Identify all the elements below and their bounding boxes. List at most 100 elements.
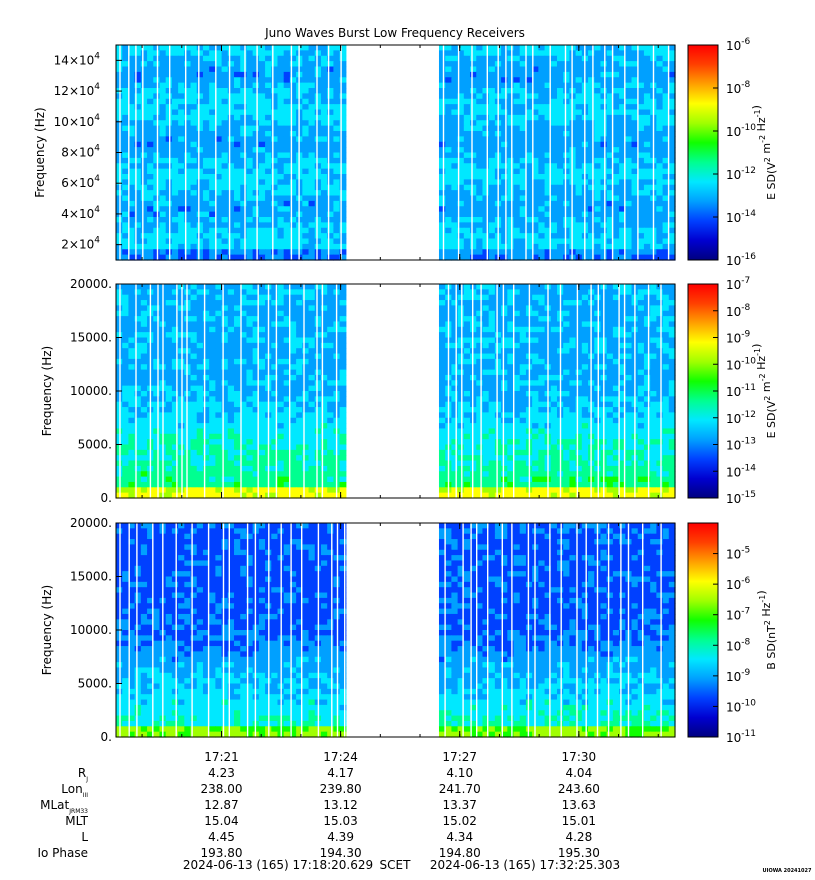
- colorbar-tick-label: 10-10: [726, 123, 756, 139]
- colorbar-tick-label: 10-7: [726, 607, 750, 623]
- chart-title: Juno Waves Burst Low Frequency Receivers: [264, 26, 525, 40]
- y-tick-label: 5000.: [78, 438, 112, 452]
- spectrogram-panel-2: 0. 5000. 10000. 15000. 20000. Frequency (Hz) 1…: [40, 276, 778, 506]
- colorbar-gradient: [687, 44, 719, 261]
- colorbar-tick-label: 10-10: [726, 698, 756, 714]
- ephemeris-label: MLatJRM33: [40, 798, 88, 815]
- ephemeris-value: 13.63: [562, 798, 596, 812]
- colorbar-tick-label: 10-8: [726, 303, 751, 319]
- y-axis-label: Frequency (Hz): [40, 585, 54, 676]
- colorbar-tick-label: 10-13: [726, 437, 756, 453]
- spectrogram-panel-1: 2×104 4×104 6×104 8×104 10×104 12×104 14×104 Fr…: [33, 37, 778, 268]
- y-tick-label: 6×104: [61, 174, 100, 190]
- colorbar-tick-label: 10-11: [726, 729, 756, 745]
- y-axis: 0. 5000. 10000. 15000. 20000. Frequency (Hz): [40, 277, 122, 505]
- footer-start-time: 2024-06-13 (165) 17:18:20.629: [183, 858, 373, 872]
- footer-end-time: 2024-06-13 (165) 17:32:25.303: [430, 858, 620, 872]
- y-tick-label: 5000.: [78, 677, 112, 691]
- colorbar-tick-label: 10-7: [726, 276, 750, 292]
- y-tick-label: 15000.: [70, 331, 112, 345]
- y-axis-label: Frequency (Hz): [40, 346, 54, 437]
- spectrogram-panel-3: 0. 5000. 10000. 15000. 20000. Frequency (Hz) 1…: [40, 516, 778, 745]
- colorbar-label: B SD(nT2 Hz-1): [755, 590, 778, 669]
- y-tick-label: 10000.: [70, 623, 112, 637]
- x-ticks: [141, 45, 659, 260]
- y-tick-label: 14×104: [54, 51, 101, 67]
- data-gap: [347, 45, 434, 260]
- ephemeris-value: 243.60: [558, 782, 600, 796]
- ephemeris-value: 15.03: [323, 814, 357, 828]
- x-tick-labels: 17:21 17:24 17:27 17:30: [204, 750, 596, 764]
- x-ticks: [141, 284, 659, 498]
- dropout-lines: [119, 284, 662, 498]
- y-tick-label: 0.: [101, 491, 112, 505]
- ephemeris-value: 195.30: [558, 846, 600, 860]
- ephemeris-value: 4.45: [208, 830, 235, 844]
- ephemeris-value: 4.28: [565, 830, 592, 844]
- colorbar-label: E SD(V2 m-2 Hz-1): [750, 344, 778, 439]
- colorbar: 10-5 10-6 10-7 10-8 10-9 10-10 10-11 B SD(nT2 H…: [687, 522, 778, 745]
- ephemeris-value: 12.87: [204, 798, 238, 812]
- ephemeris-value: 15.02: [443, 814, 477, 828]
- ephemeris-value: 13.37: [443, 798, 477, 812]
- y-axis-label: Frequency (Hz): [33, 107, 47, 198]
- y-axis: 2×104 4×104 6×104 8×104 10×104 12×104 14×104 Fr…: [33, 51, 122, 252]
- colorbar-tick-label: 10-9: [726, 668, 751, 684]
- colorbar-tick-label: 10-12: [726, 166, 756, 182]
- colorbar-tick-label: 10-15: [726, 490, 756, 506]
- y-tick-label: 12×104: [54, 82, 101, 98]
- colorbar-tick-label: 10-10: [726, 356, 756, 372]
- x-tick-label: 17:21: [204, 750, 239, 764]
- ephemeris-label: RJ: [78, 766, 88, 783]
- colorbar: 10-7 10-8 10-9 10-10 10-11 10-12 10-13 10-14 10-…: [687, 276, 778, 506]
- colorbar-tick-label: 10-8: [726, 637, 751, 653]
- ephemeris-value: 239.80: [320, 782, 362, 796]
- y-tick-label: 8×104: [61, 144, 100, 160]
- spectrogram-image: [116, 523, 676, 738]
- colorbar-tick-label: 10-12: [726, 410, 756, 426]
- colorbar-tick-label: 10-11: [726, 383, 756, 399]
- ephemeris-value: 4.04: [565, 766, 592, 780]
- ephemeris-value: 15.01: [562, 814, 596, 828]
- ephemeris-value: 4.23: [208, 766, 235, 780]
- colorbar-tick-label: 10-5: [726, 546, 750, 562]
- y-tick-label: 10×104: [54, 113, 101, 129]
- colorbar-tick-label: 10-16: [726, 252, 756, 268]
- x-tick-label: 17:24: [323, 750, 358, 764]
- footer-credit: UIOWA 20241027: [763, 868, 812, 874]
- dropout-lines: [119, 45, 670, 260]
- x-ticks: [141, 523, 659, 737]
- ephemeris-label: LonIII: [61, 782, 88, 799]
- ephemeris-label: Io Phase: [37, 846, 88, 860]
- ephemeris-value: 4.39: [327, 830, 354, 844]
- colorbar-gradient: [687, 522, 719, 738]
- y-tick-label: 2×104: [61, 236, 100, 252]
- data-gap: [347, 523, 434, 737]
- colorbar-tick-label: 10-14: [726, 463, 756, 479]
- ephemeris-value: 193.80: [200, 846, 242, 860]
- colorbar: 10-6 10-8 10-10 10-12 10-14 10-16 E SD(V2 m-2 …: [687, 37, 778, 268]
- colorbar-tick-label: 10-8: [726, 80, 751, 96]
- y-axis: 0. 5000. 10000. 15000. 20000. Frequency (Hz): [40, 516, 122, 744]
- y-tick-label: 20000.: [70, 277, 112, 291]
- colorbar-label: E SD(V2 m-2 Hz-1): [750, 105, 778, 200]
- footer-scet: SCET: [380, 858, 412, 872]
- colorbar-tick-label: 10-6: [726, 576, 751, 592]
- data-gap: [347, 284, 434, 498]
- y-tick-label: 15000.: [70, 570, 112, 584]
- ephemeris-value: 194.30: [320, 846, 362, 860]
- ephemeris-table: RJ 4.23 4.17 4.10 4.04 LonIII 238.00 239.80 241.…: [37, 766, 599, 860]
- ephemeris-value: 4.17: [327, 766, 354, 780]
- colorbar-tick-label: 10-14: [726, 209, 756, 225]
- ephemeris-value: 241.70: [439, 782, 481, 796]
- colorbar-tick-label: 10-9: [726, 330, 751, 346]
- ephemeris-value: 4.10: [446, 766, 473, 780]
- ephemeris-label: MLT: [65, 814, 88, 828]
- x-tick-label: 17:27: [442, 750, 477, 764]
- panels: 2×104 4×104 6×104 8×104 10×104 12×104 14×104 Fr…: [33, 37, 778, 764]
- ephemeris-value: 13.12: [323, 798, 357, 812]
- y-tick-label: 4×104: [61, 205, 100, 221]
- y-tick-label: 0.: [101, 730, 112, 744]
- ephemeris-label: L: [81, 830, 88, 844]
